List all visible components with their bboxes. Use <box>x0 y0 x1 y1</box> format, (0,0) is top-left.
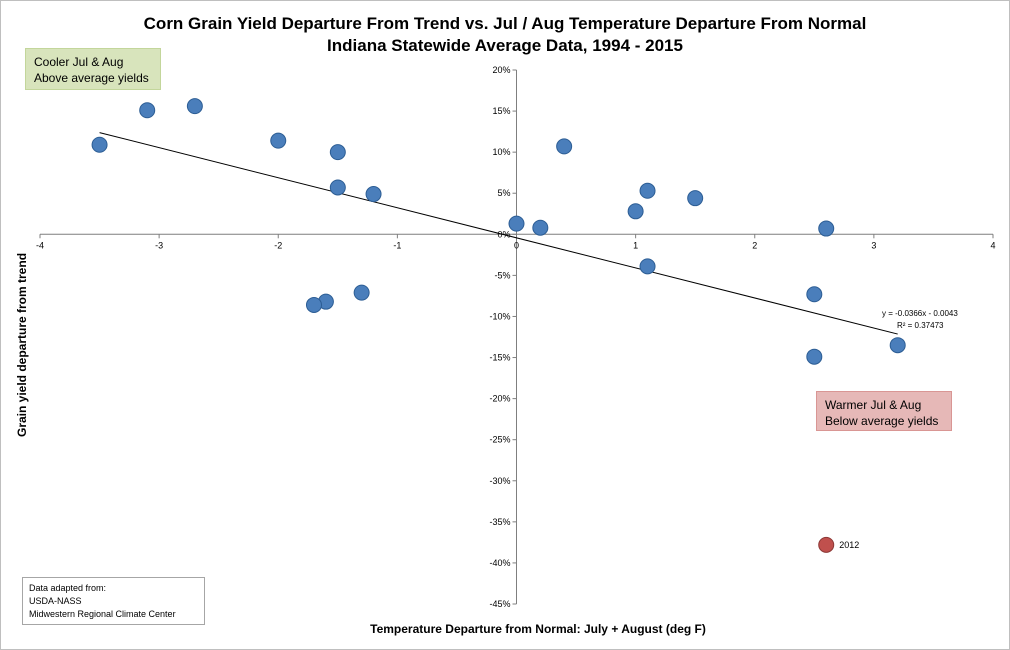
data-point-2012 <box>818 536 835 553</box>
x-tick-label: 4 <box>990 240 995 250</box>
axes <box>39 69 994 605</box>
data-point <box>627 203 644 220</box>
data-point <box>139 102 156 119</box>
data-source-box: Data adapted from: USDA-NASS Midwestern … <box>22 577 205 625</box>
y-tick-label: 5% <box>497 188 510 198</box>
x-tick-label: -1 <box>393 240 401 250</box>
data-point <box>329 179 346 196</box>
data-point <box>889 337 906 354</box>
y-tick-label: -25% <box>489 435 510 445</box>
data-point <box>532 219 549 236</box>
x-tick-label: 2 <box>752 240 757 250</box>
source-line-2: USDA-NASS <box>29 596 82 606</box>
cooler-annotation-line1: Cooler Jul & Aug <box>34 55 124 69</box>
y-tick-label: -35% <box>489 517 510 527</box>
data-point <box>365 186 382 203</box>
y-tick-label: -20% <box>489 394 510 404</box>
source-line-3: Midwestern Regional Climate Center <box>29 609 176 619</box>
data-point <box>508 215 525 232</box>
x-tick-label: -3 <box>155 240 163 250</box>
y-axis-label: Grain yield departure from trend <box>15 253 29 437</box>
data-point <box>353 284 370 301</box>
x-tick-labels: -4 -3 -2 -1 0 1 2 3 4 <box>36 240 996 250</box>
data-point <box>639 258 656 275</box>
data-point <box>806 286 823 303</box>
trendline-r-squared: R² = 0.37473 <box>897 321 944 330</box>
chart-subtitle: Indiana Statewide Average Data, 1994 - 2… <box>327 36 683 55</box>
x-tick-label: -4 <box>36 240 44 250</box>
y-tick-label: -40% <box>489 558 510 568</box>
trendline <box>99 132 898 335</box>
data-point <box>91 136 108 153</box>
data-point <box>818 220 835 237</box>
y-tick-label: -15% <box>489 353 510 363</box>
warmer-annotation-line2: Below average yields <box>825 414 939 428</box>
trendline-group <box>99 132 898 335</box>
y-tick-label: -45% <box>489 599 510 609</box>
data-point <box>806 348 823 365</box>
warmer-annotation: Warmer Jul & Aug Below average yields <box>816 391 952 431</box>
chart-title: Corn Grain Yield Departure From Trend vs… <box>144 14 867 33</box>
trendline-equation: y = -0.0366x - 0.0043 <box>882 309 958 318</box>
cooler-annotation-line2: Above average yields <box>34 71 149 85</box>
y-tick-label: -5% <box>494 270 510 280</box>
data-point <box>687 190 704 207</box>
data-point <box>270 132 287 149</box>
data-point <box>305 296 322 313</box>
x-axis-label: Temperature Departure from Normal: July … <box>370 622 706 636</box>
y-tick-labels: 20%15%10%5%0%-5%-10%-15%-20%-25%-30%-35%… <box>489 65 510 609</box>
x-tick-label: 0 <box>514 240 519 250</box>
data-point <box>556 138 573 155</box>
data-point <box>186 98 203 115</box>
data-points: 2012 <box>91 98 906 553</box>
y-tick-label: 10% <box>492 147 510 157</box>
cooler-annotation: Cooler Jul & Aug Above average yields <box>25 48 161 90</box>
warmer-annotation-line1: Warmer Jul & Aug <box>825 398 922 412</box>
y-tick-label: -30% <box>489 476 510 486</box>
y-tick-label: 15% <box>492 106 510 116</box>
data-point <box>639 182 656 199</box>
x-tick-label: 1 <box>633 240 638 250</box>
y-tick-label: -10% <box>489 311 510 321</box>
data-label-2012: 2012 <box>839 540 859 550</box>
source-line-1: Data adapted from: <box>29 583 107 593</box>
data-point <box>329 144 346 161</box>
y-tick-label: 20% <box>492 65 510 75</box>
x-tick-label: 3 <box>871 240 876 250</box>
x-tick-label: -2 <box>274 240 282 250</box>
